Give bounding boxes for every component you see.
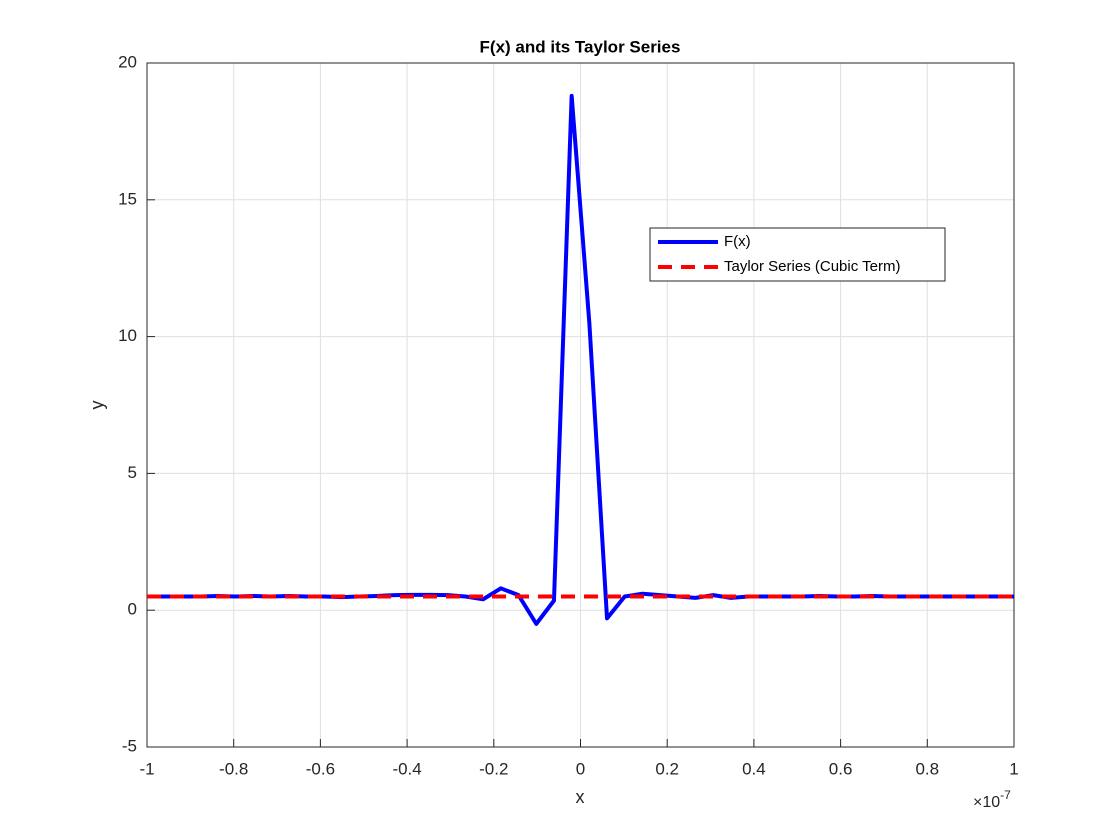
y-tick-label: -5 [122,736,137,755]
x-axis-label: x [576,787,585,807]
legend-label: Taylor Series (Cubic Term) [724,258,900,275]
x-tick-label: -0.2 [479,759,508,778]
x-tick-label: -0.6 [306,759,335,778]
y-tick-label: 20 [118,52,137,71]
plot-frame [146,62,1015,748]
x-multiplier: ×10-7 [973,788,1011,811]
x-tick-label: 0 [576,759,585,778]
x-tick-label: 0.4 [742,759,766,778]
legend-box [649,227,946,282]
x-tick-label: 1 [1009,759,1018,778]
x-multiplier-base: ×10 [973,794,1000,811]
y-tick-label: 15 [118,189,137,208]
x-tick-label: 0.6 [829,759,853,778]
y-tick-label: 10 [118,326,137,345]
x-tick-label: -1 [139,759,154,778]
x-tick-label: -0.4 [392,759,421,778]
x-tick-label: 0.8 [915,759,939,778]
x-tick-label: -0.8 [219,759,248,778]
y-tick-label: 5 [128,463,137,482]
y-tick-label: 0 [128,600,137,619]
y-axis-label: y [87,401,107,410]
chart-title: F(x) and its Taylor Series [480,37,681,56]
x-multiplier-exponent: -7 [1000,788,1011,802]
x-tick-label: 0.2 [655,759,679,778]
legend-label: F(x) [724,233,751,250]
